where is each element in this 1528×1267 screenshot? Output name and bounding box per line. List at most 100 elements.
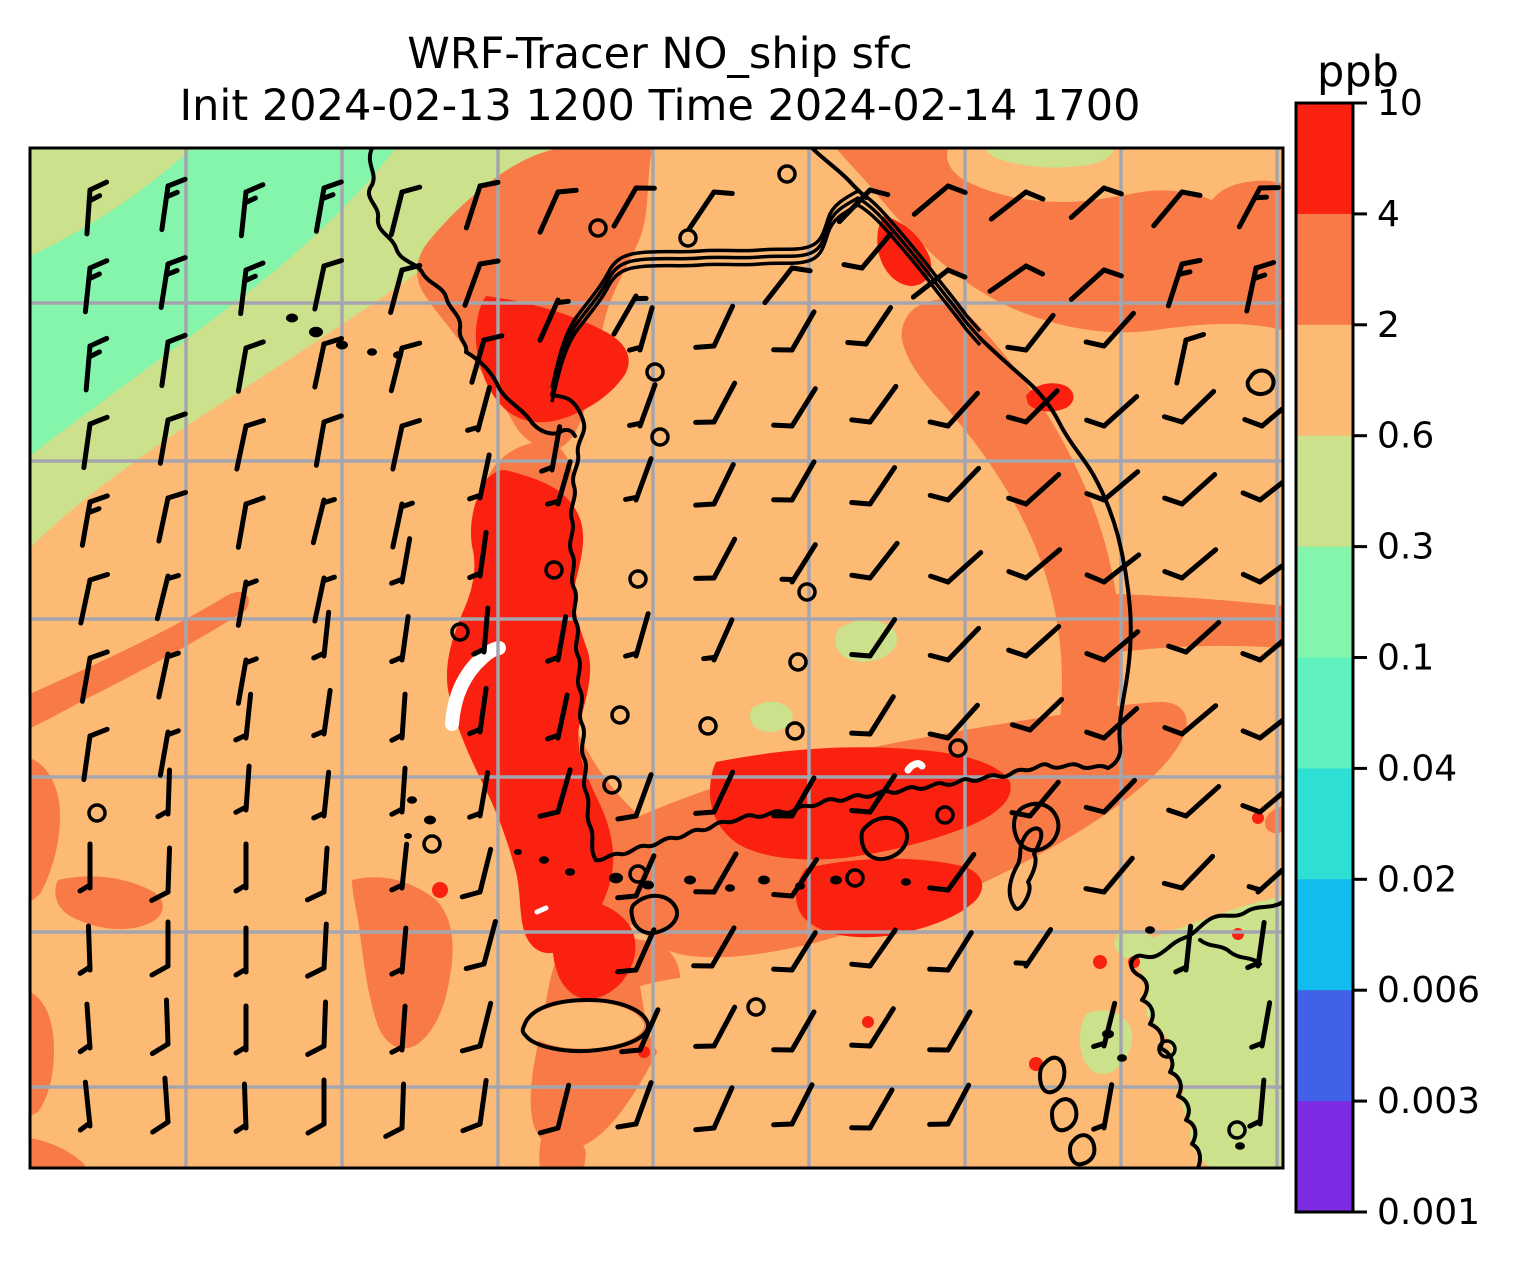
wind-barb-stroke [86,271,102,282]
wind-barb [467,685,489,737]
wind-barb-stroke [1091,1040,1108,1049]
wind-barb [1083,310,1136,349]
wind-barb-stroke [241,1081,249,1131]
wind-barb-stroke [87,335,110,349]
wind-barb-stroke [1244,265,1259,314]
region-jeju-interior-hole [528,1002,645,1049]
wind-barb-stroke [633,927,657,973]
region-nk-red [475,296,629,423]
wind-barb-stroke [836,187,873,225]
wind-barb-stroke [693,343,717,350]
wind-barb-stroke [633,611,651,659]
wind-barb-stroke [389,732,405,743]
calm-wind-circle [422,834,442,854]
wind-barb-stroke [711,617,735,663]
wind-barb [849,383,899,425]
wind-barb-stroke [1179,472,1218,507]
wind-barb [1084,394,1140,429]
wind-barb-stroke [1083,886,1107,895]
wind-barb [537,297,571,343]
wind-barb [77,841,93,894]
wind-barb-stroke [945,550,984,585]
wind-barb [149,919,171,978]
colorbar: 10 4 2 0.6 0.3 0.1 0.04 0.02 0.006 0.003 0.001 [1294,83,1480,1233]
wind-barb-stroke [945,702,980,741]
wind-barb-stroke [313,419,327,468]
wind-barb [693,461,736,508]
wind-barb-stroke [1023,263,1046,277]
wind-barb-stroke [1257,1077,1267,1127]
wind-barb-stroke [927,419,951,429]
coastline-goto-island-2 [1050,1097,1079,1133]
wind-barb-stroke [85,506,102,516]
coastline-kyushu-north-coast [1129,900,1283,978]
wind-barb [615,772,654,822]
wind-barb-stroke [1091,1122,1108,1132]
wind-barb-stroke [383,1125,405,1139]
wind-barb-stroke [320,497,337,506]
wind-barb-stroke [1027,779,1061,819]
wind-barb [927,1009,973,1053]
wind-barb-stroke [471,646,487,657]
wind-barb-stroke [1240,728,1263,741]
wind-barb-stroke [537,189,561,235]
wind-barb-stroke [1174,337,1189,386]
wind-barb [771,459,817,503]
wind-barb [1161,853,1216,891]
wind-barb-stroke [549,424,563,473]
wind-barb-stroke [789,265,813,274]
wind-barb-stroke [163,268,180,278]
wind-barb-stroke [233,1044,249,1056]
overrange-white-streak [534,905,549,915]
wind-barb-stroke [1257,781,1283,815]
wind-barb-stroke [927,652,951,663]
region-nk-interior-hole [652,148,872,261]
wind-barb [623,456,654,503]
wind-barb-stroke [711,536,738,581]
wind-barb-stroke [313,185,327,234]
wind-barb-stroke [789,542,818,585]
wind-barb [1162,547,1219,581]
wind-barb-stroke [321,336,345,347]
colorbar-tick-label: 0.6 [1377,416,1434,457]
wind-barb-stroke [311,650,327,661]
wind-barb [1084,552,1142,585]
wind-barb-stroke [1084,572,1107,585]
colorbar-tick-label: 0.1 [1377,638,1434,679]
wind-barb-stroke [789,459,817,503]
wind-barb [1166,784,1222,819]
coastline-sk-south-coast [594,762,1110,863]
wind-barb-stroke [390,501,405,550]
wind-barb-stroke [789,1082,815,1127]
wind-barb-stroke [467,492,484,502]
wind-barb [693,380,738,425]
coastline-nk-west-coast [464,350,577,438]
wind-barb-stroke [321,769,332,819]
wind-barb-stroke [1257,470,1283,503]
colorbar-tick-label: 4 [1377,194,1400,235]
wind-barb-stroke [311,728,327,739]
wind-barb-stroke [320,574,337,584]
wind-barb-stroke [1101,1000,1118,1049]
wind-barb-stroke [1179,703,1219,737]
wind-barb [762,265,813,306]
wind-barb [1240,629,1283,663]
wind-barb [1006,624,1062,659]
wind-barb [1005,388,1060,425]
wind-barb [611,185,657,229]
wind-barb [1006,547,1063,581]
region-red-spot [432,882,448,898]
wind-barb-stroke [87,258,110,271]
wind-barb-stroke [637,305,655,353]
wind-barb-stroke [84,1001,93,1051]
wind-barb-stroke [399,613,411,663]
wind-barb-stroke [469,337,487,385]
wind-barb-stroke [154,573,171,622]
map-border [28,146,1285,1170]
wind-barb-stroke [304,889,327,903]
wind-barb [693,1004,738,1049]
colorbar-tick-label: 0.001 [1377,1192,1480,1233]
wind-barb [701,617,735,663]
wind-barb-stroke [1179,257,1203,267]
wind-barb-stroke [389,654,405,665]
